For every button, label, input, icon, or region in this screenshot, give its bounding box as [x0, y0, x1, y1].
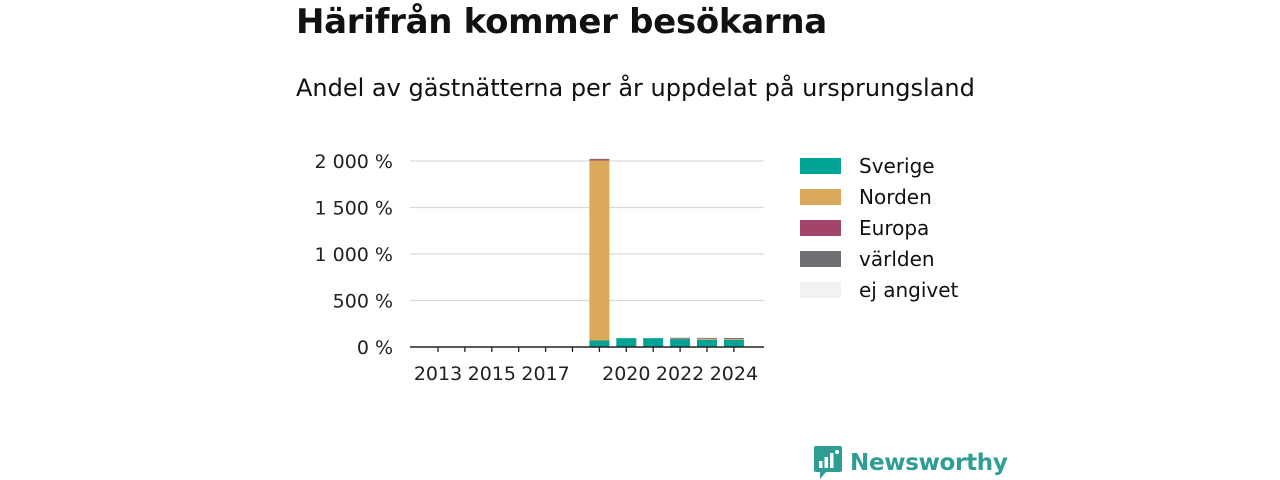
bar-segment-sverige [643, 338, 664, 347]
bar-segment-världen [589, 158, 610, 160]
legend-label: världen [859, 246, 935, 271]
bar-segment-världen [670, 337, 691, 339]
bar-segment-sverige [697, 339, 717, 347]
legend-swatch [800, 281, 841, 298]
bar-segment-världen [697, 337, 717, 339]
bar-segment-sverige [723, 339, 744, 347]
y-tick-label: 500 % [333, 291, 393, 313]
bar-segment-världen [723, 338, 744, 339]
bar-segment-sverige [589, 340, 610, 347]
legend-swatch [800, 188, 841, 205]
legend-item: Norden [800, 181, 958, 212]
x-tick-label: 2017 [521, 363, 569, 385]
legend-item: Sverige [800, 150, 958, 181]
bar-segment-europa [670, 338, 691, 339]
bar-segment-sverige [616, 338, 637, 347]
legend-swatch [800, 219, 841, 236]
legend-label: Sverige [859, 153, 935, 178]
bar-segment-sverige [670, 339, 691, 347]
bar-segment-norden [723, 339, 744, 340]
bar-segment-norden [697, 338, 717, 340]
legend-label: Europa [859, 215, 930, 240]
x-tick-label: 2013 [414, 363, 462, 385]
chart-speech-bubble-icon [814, 446, 842, 479]
bar-segment-norden [670, 338, 691, 340]
legend-label: ej angivet [859, 277, 959, 302]
bar-segment-norden [589, 160, 610, 341]
legend-label: Norden [859, 184, 932, 209]
x-tick-label: 2015 [468, 363, 516, 385]
bar-segment-europa [723, 338, 744, 340]
newsworthy-logo: Newsworthy [814, 446, 1008, 480]
y-tick-label: 0 % [357, 337, 393, 359]
x-tick-label: 2024 [710, 363, 758, 385]
legend-item: Europa [800, 212, 958, 243]
bar-segment-europa [589, 159, 610, 161]
brand-name: Newsworthy [850, 450, 1008, 476]
chart-subtitle: Andel av gästnätterna per år uppdelat på… [296, 74, 975, 102]
y-tick-label: 1 000 % [315, 244, 394, 266]
legend-swatch [800, 157, 841, 174]
legend-item: ej angivet [800, 274, 958, 305]
x-tick-label: 2022 [656, 363, 704, 385]
y-tick-label: 1 500 % [315, 198, 394, 220]
chart-legend: Sverige Norden Europa världen ej angivet [800, 150, 958, 305]
bar-segment-europa [697, 338, 717, 339]
legend-swatch [800, 250, 841, 267]
x-tick-label: 2020 [602, 363, 650, 385]
y-tick-label: 2 000 % [315, 151, 394, 173]
legend-item: världen [800, 243, 958, 274]
chart-title: Härifrån kommer besökarna [296, 2, 827, 42]
